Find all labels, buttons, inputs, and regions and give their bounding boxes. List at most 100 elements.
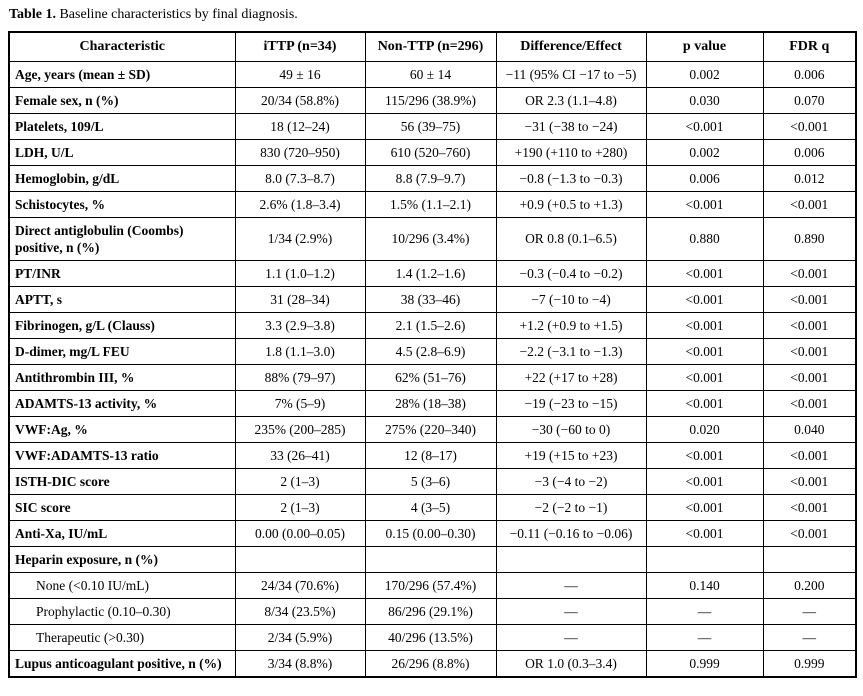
p-cell: 0.002 — [645, 138, 764, 166]
diff-cell: — — [495, 571, 647, 599]
nonttp-cell: 2.1 (1.5–2.6) — [364, 311, 497, 339]
characteristic-cell: APTT, s — [8, 285, 236, 313]
nonttp-cell: 40/296 (13.5%) — [364, 623, 497, 651]
nonttp-cell: 28% (18–38) — [364, 389, 497, 417]
table-caption: Table 1. Baseline characteristics by fin… — [8, 6, 855, 24]
table-row: ADAMTS-13 activity, % 7% (5–9) 28% (18–38)… — [8, 389, 857, 417]
nonttp-cell: 38 (33–46) — [364, 285, 497, 313]
table-row: APTT, s 31 (28–34) 38 (33–46) −7 (−10 to −4… — [8, 285, 857, 313]
characteristic-cell: ADAMTS-13 activity, % — [8, 389, 236, 417]
q-cell: 0.999 — [762, 649, 857, 678]
column-header: Characteristic — [8, 31, 236, 62]
nonttp-cell: 60 ± 14 — [364, 60, 497, 88]
table-row: Therapeutic (>0.30) 2/34 (5.9%) 40/296 (13… — [8, 623, 857, 651]
q-cell: 0.200 — [762, 571, 857, 599]
nonttp-cell: 56 (39–75) — [364, 112, 497, 140]
nonttp-cell: 610 (520–760) — [364, 138, 497, 166]
nonttp-cell — [364, 545, 497, 573]
p-cell: <0.001 — [645, 259, 764, 287]
ittp-cell: 1.1 (1.0–1.2) — [234, 259, 366, 287]
q-cell: <0.001 — [762, 519, 857, 547]
table-row: Schistocytes, % 2.6% (1.8–3.4) 1.5% (1.1–2… — [8, 190, 857, 218]
baseline-characteristics-table: Characteristic iTTP (n=34) Non-TTP (n=296)… — [8, 31, 857, 678]
table-row: Prophylactic (0.10–0.30) 8/34 (23.5%) 86/2… — [8, 597, 857, 625]
p-cell: 0.140 — [645, 571, 764, 599]
characteristic-cell: Antithrombin III, % — [8, 363, 236, 391]
diff-cell: +190 (+110 to +280) — [495, 138, 647, 166]
q-cell: 0.040 — [762, 415, 857, 443]
p-cell: <0.001 — [645, 190, 764, 218]
q-cell: <0.001 — [762, 337, 857, 365]
table-row: ISTH-DIC score 2 (1–3) 5 (3–6) −3 (−4 to −2… — [8, 467, 857, 495]
table-row: Fibrinogen, g/L (Clauss) 3.3 (2.9–3.8) 2.1… — [8, 311, 857, 339]
table-row: Hemoglobin, g/dL 8.0 (7.3–8.7) 8.8 (7.9–9.… — [8, 164, 857, 192]
table-caption-text: Baseline characteristics by final diagno… — [55, 7, 298, 22]
diff-cell: OR 2.3 (1.1–4.8) — [495, 86, 647, 114]
ittp-cell: 49 ± 16 — [234, 60, 366, 88]
q-cell: 0.006 — [762, 138, 857, 166]
p-cell: <0.001 — [645, 337, 764, 365]
characteristic-cell: None (<0.10 IU/mL) — [8, 571, 236, 599]
diff-cell: −3 (−4 to −2) — [495, 467, 647, 495]
q-cell: <0.001 — [762, 259, 857, 287]
table-row: Heparin exposure, n (%) — [8, 545, 857, 573]
p-cell: <0.001 — [645, 363, 764, 391]
characteristic-cell: Hemoglobin, g/dL — [8, 164, 236, 192]
diff-cell: −0.11 (−0.16 to −0.06) — [495, 519, 647, 547]
diff-cell: −7 (−10 to −4) — [495, 285, 647, 313]
characteristic-cell: Platelets, 109/L — [8, 112, 236, 140]
table-row: VWF:ADAMTS-13 ratio 33 (26–41) 12 (8–17) +1… — [8, 441, 857, 469]
characteristic-cell: PT/INR — [8, 259, 236, 287]
characteristic-cell: Anti-Xa, IU/mL — [8, 519, 236, 547]
diff-cell: −0.8 (−1.3 to −0.3) — [495, 164, 647, 192]
q-cell: 0.890 — [762, 216, 857, 261]
table-body: Age, years (mean ± SD) 49 ± 16 60 ± 14 −11 … — [8, 60, 857, 678]
diff-cell: OR 1.0 (0.3–3.4) — [495, 649, 647, 678]
ittp-cell: 24/34 (70.6%) — [234, 571, 366, 599]
nonttp-cell: 86/296 (29.1%) — [364, 597, 497, 625]
ittp-cell: 1.8 (1.1–3.0) — [234, 337, 366, 365]
table-row: SIC score 2 (1–3) 4 (3–5) −2 (−2 to −1) <0.0… — [8, 493, 857, 521]
table-row: Lupus anticoagulant positive, n (%) 3/34 … — [8, 649, 857, 678]
ittp-cell — [234, 545, 366, 573]
characteristic-cell: D-dimer, mg/L FEU — [8, 337, 236, 365]
table-row: None (<0.10 IU/mL) 24/34 (70.6%) 170/296 (… — [8, 571, 857, 599]
nonttp-cell: 4.5 (2.8–6.9) — [364, 337, 497, 365]
p-cell: <0.001 — [645, 441, 764, 469]
p-cell: 0.002 — [645, 60, 764, 88]
diff-cell: −0.3 (−0.4 to −0.2) — [495, 259, 647, 287]
table-row: D-dimer, mg/L FEU 1.8 (1.1–3.0) 4.5 (2.8–6… — [8, 337, 857, 365]
q-cell: <0.001 — [762, 190, 857, 218]
table-row: Antithrombin III, % 88% (79–97) 62% (51–76… — [8, 363, 857, 391]
diff-cell: −2.2 (−3.1 to −1.3) — [495, 337, 647, 365]
p-cell: <0.001 — [645, 112, 764, 140]
ittp-cell: 3/34 (8.8%) — [234, 649, 366, 678]
table-row: PT/INR 1.1 (1.0–1.2) 1.4 (1.2–1.6) −0.3 (−0… — [8, 259, 857, 287]
nonttp-cell: 5 (3–6) — [364, 467, 497, 495]
ittp-cell: 2 (1–3) — [234, 493, 366, 521]
q-cell: <0.001 — [762, 441, 857, 469]
q-cell: 0.070 — [762, 86, 857, 114]
ittp-cell: 33 (26–41) — [234, 441, 366, 469]
ittp-cell: 2 (1–3) — [234, 467, 366, 495]
table-row: Platelets, 109/L 18 (12–24) 56 (39–75) −31 … — [8, 112, 857, 140]
q-cell: — — [762, 597, 857, 625]
q-cell: <0.001 — [762, 112, 857, 140]
q-cell: <0.001 — [762, 311, 857, 339]
characteristic-cell: Female sex, n (%) — [8, 86, 236, 114]
p-cell: <0.001 — [645, 519, 764, 547]
characteristic-cell: VWF:ADAMTS-13 ratio — [8, 441, 236, 469]
diff-cell: −30 (−60 to 0) — [495, 415, 647, 443]
diff-cell: — — [495, 597, 647, 625]
diff-cell: −11 (95% CI −17 to −5) — [495, 60, 647, 88]
p-cell: 0.020 — [645, 415, 764, 443]
diff-cell: −19 (−23 to −15) — [495, 389, 647, 417]
diff-cell: — — [495, 623, 647, 651]
p-cell — [645, 545, 764, 573]
ittp-cell: 18 (12–24) — [234, 112, 366, 140]
diff-cell: +1.2 (+0.9 to +1.5) — [495, 311, 647, 339]
diff-cell: +0.9 (+0.5 to +1.3) — [495, 190, 647, 218]
characteristic-cell: Age, years (mean ± SD) — [8, 60, 236, 88]
nonttp-cell: 170/296 (57.4%) — [364, 571, 497, 599]
